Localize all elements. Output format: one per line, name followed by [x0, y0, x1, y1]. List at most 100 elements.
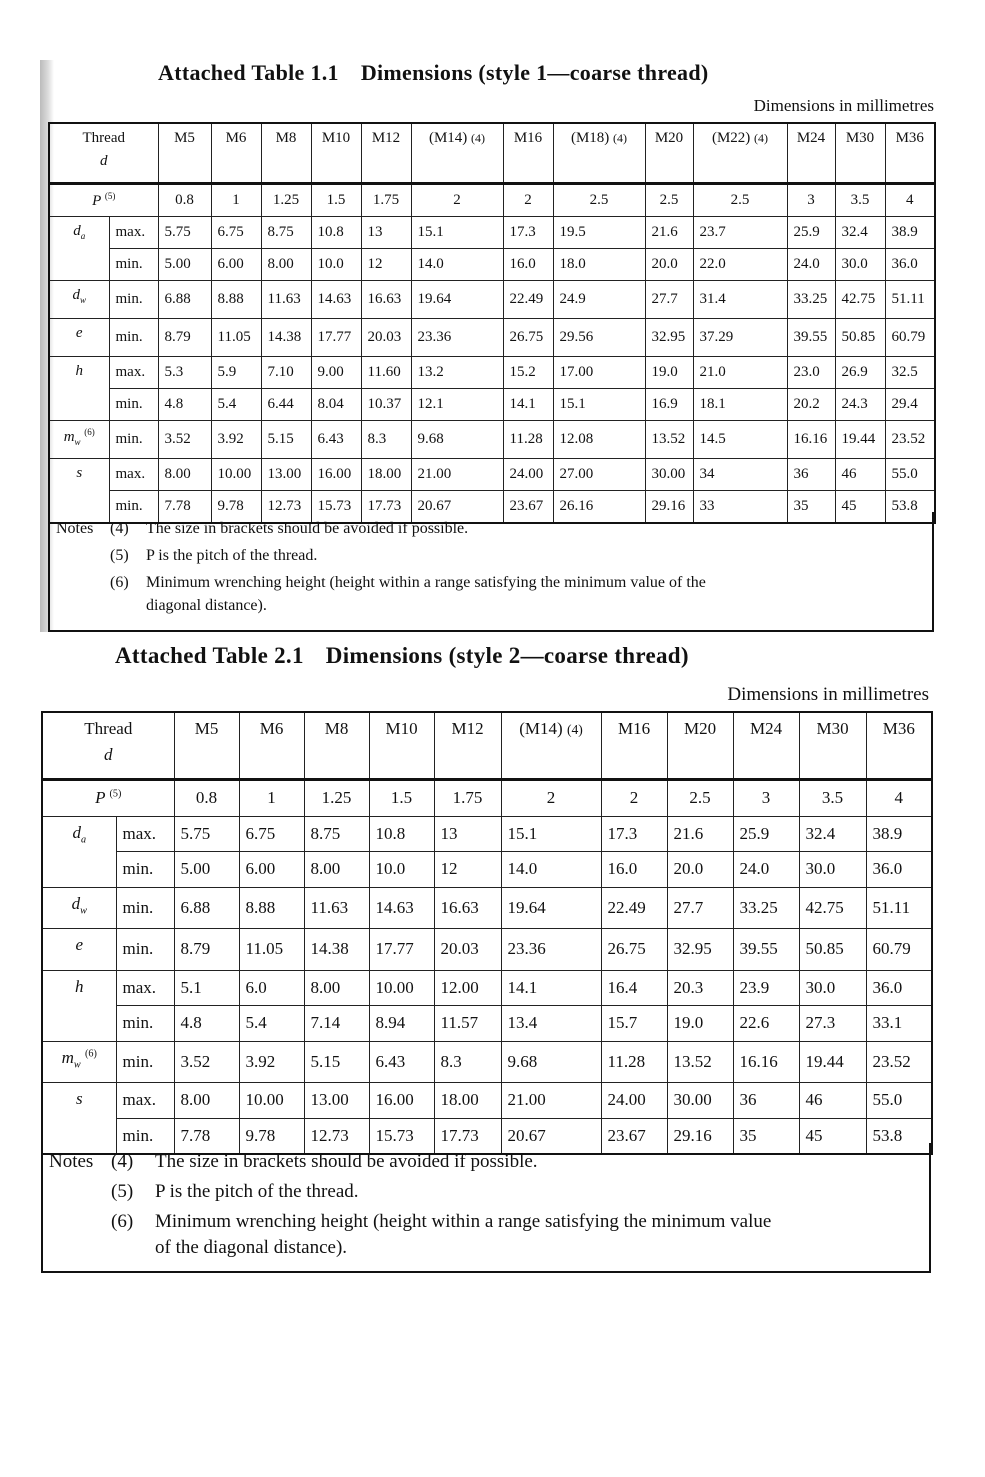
table-row: s max. 8.00 10.00 13.00 16.00 18.00 21.00 24.00 2… — [48, 458, 936, 524]
table-row: s max. 8.00 10.00 13.00 16.00 18.00 21.00 24.00 3… — [41, 1082, 933, 1155]
table-cell: 6.0 — [238, 969, 305, 1006]
symbol-subscript: w — [80, 904, 87, 916]
table-cell: 26.75 — [502, 318, 554, 357]
column-label: M10 — [385, 719, 418, 738]
table-cell: 8.75 — [303, 815, 370, 852]
table-cell: 14.38 — [303, 928, 370, 971]
table-cell: 26.9 — [834, 356, 886, 389]
table-cell: 6.43 — [310, 420, 362, 459]
note-text: P is the pitch of the thread. — [146, 547, 318, 564]
table-cell: 53.8 — [884, 490, 936, 524]
symbol-subscript: w — [73, 1058, 81, 1070]
table-cell: 36.0 — [865, 851, 933, 888]
table-cell: 5.9 — [210, 356, 262, 389]
table-cell: 16.4 — [600, 969, 668, 1006]
table-cell: 3 — [786, 183, 836, 217]
table-cell: 8.94 — [368, 1005, 435, 1042]
table-cell: 15.2 — [502, 356, 554, 389]
table-cell: 33.25 — [786, 280, 836, 319]
table-row: dw min. 6.88 8.88 11.63 14.63 16.63 19.64 22.49 2… — [41, 886, 933, 929]
row-symbol-e: e — [48, 318, 110, 357]
table1-units: Dimensions in millimetres — [753, 96, 934, 115]
table-cell: 22.0 — [692, 248, 788, 281]
column-note: (4) — [754, 131, 769, 145]
table-cell: 19.5 — [552, 216, 646, 249]
table-cell: 39.55 — [732, 928, 800, 971]
table-cell: 16.00 — [310, 458, 362, 491]
row-qualifier: max. — [115, 969, 175, 1006]
table-row: min. 4.8 5.4 6.44 8.04 10.37 12.1 14.1 15.1 16.9 1… — [49, 388, 936, 421]
table-cell: 6.00 — [238, 851, 305, 888]
column-label: M36 — [882, 719, 915, 738]
row-symbol-h: h — [48, 356, 110, 421]
table-cell: 36.0 — [865, 969, 933, 1006]
table-cell: 12.73 — [260, 490, 312, 524]
table-cell: 2.5 — [666, 779, 734, 817]
table-cell: 33.1 — [865, 1005, 933, 1042]
table-cell: 23.67 — [502, 490, 554, 524]
table-cell: 55.0 — [884, 458, 936, 491]
table-cell: 17.73 — [360, 490, 412, 524]
column-header-m5: M5 — [157, 122, 212, 185]
table-cell: 16.63 — [360, 280, 412, 319]
table-cell: 1.5 — [368, 779, 435, 817]
table-cell: 30.0 — [798, 851, 867, 888]
table-cell: 6.00 — [210, 248, 262, 281]
table-cell: 13.00 — [303, 1082, 370, 1119]
column-header-m30: M30 — [798, 711, 867, 781]
table-cell: 7.78 — [157, 490, 212, 524]
table-cell: 13 — [433, 815, 502, 852]
table-cell: 8.75 — [260, 216, 312, 249]
symbol: P — [95, 788, 106, 808]
table-cell: 9.00 — [310, 356, 362, 389]
table-cell: 16.9 — [644, 388, 694, 421]
table-cell: 4.8 — [173, 1005, 240, 1042]
table-cell: 14.0 — [410, 248, 504, 281]
table-cell: 14.1 — [500, 969, 602, 1006]
column-label: M16 — [513, 130, 543, 146]
symbol: h — [75, 363, 84, 379]
table-cell: 14.63 — [310, 280, 362, 319]
column-label: M20 — [654, 130, 684, 146]
table-cell: 18.0 — [552, 248, 646, 281]
table-cell: 3.52 — [157, 420, 212, 459]
table-cell: 3.92 — [238, 1040, 305, 1083]
table-cell: 20.0 — [644, 248, 694, 281]
table-cell: 8.3 — [433, 1040, 502, 1083]
column-header-m12: M12 — [360, 122, 412, 185]
table-cell: 27.00 — [552, 458, 646, 491]
table-cell: 24.0 — [732, 851, 800, 888]
table-cell: 1.25 — [260, 183, 312, 217]
table-cell: 5.3 — [157, 356, 212, 389]
table-cell: 21.6 — [644, 216, 694, 249]
table2-title-number: Attached Table 2.1 — [115, 643, 304, 668]
table-cell: 8.88 — [210, 280, 262, 319]
table2-notes: Notes (4) The size in brackets should be a… — [41, 1143, 931, 1273]
table-cell: 1.5 — [310, 183, 362, 217]
note-text: Minimum wrenching height (height within … — [146, 574, 706, 591]
table-cell: 26.16 — [552, 490, 646, 524]
column-header-m14: (M14) (4) — [500, 711, 602, 781]
table-cell: 24.00 — [600, 1082, 668, 1119]
row-symbol-s: s — [41, 1082, 117, 1155]
column-label: M20 — [683, 719, 717, 738]
symbol: d — [71, 893, 81, 913]
table-cell: 2 — [600, 779, 668, 817]
table1-notes: Notes (4) The size in brackets should be a… — [48, 512, 934, 632]
column-note: (4) — [566, 722, 583, 737]
column-header-m24: M24 — [786, 122, 836, 185]
table-cell: 20.03 — [433, 928, 502, 971]
symbol: h — [75, 976, 84, 996]
table-cell: 5.4 — [210, 388, 262, 421]
table-cell: 11.28 — [600, 1040, 668, 1083]
table-cell: 5.75 — [157, 216, 212, 249]
symbol-note: (5) — [104, 191, 116, 201]
column-header-m18: (M18) (4) — [552, 122, 646, 185]
table2-units: Dimensions in millimetres — [727, 684, 929, 705]
table-cell: 5.00 — [173, 851, 240, 888]
table-cell: 23.52 — [884, 420, 936, 459]
table2-title-text: Dimensions (style 2—coarse thread) — [325, 643, 689, 668]
table-cell: 2 — [502, 183, 554, 217]
table-cell: 50.85 — [834, 318, 886, 357]
thread-label: Thread — [84, 719, 133, 738]
